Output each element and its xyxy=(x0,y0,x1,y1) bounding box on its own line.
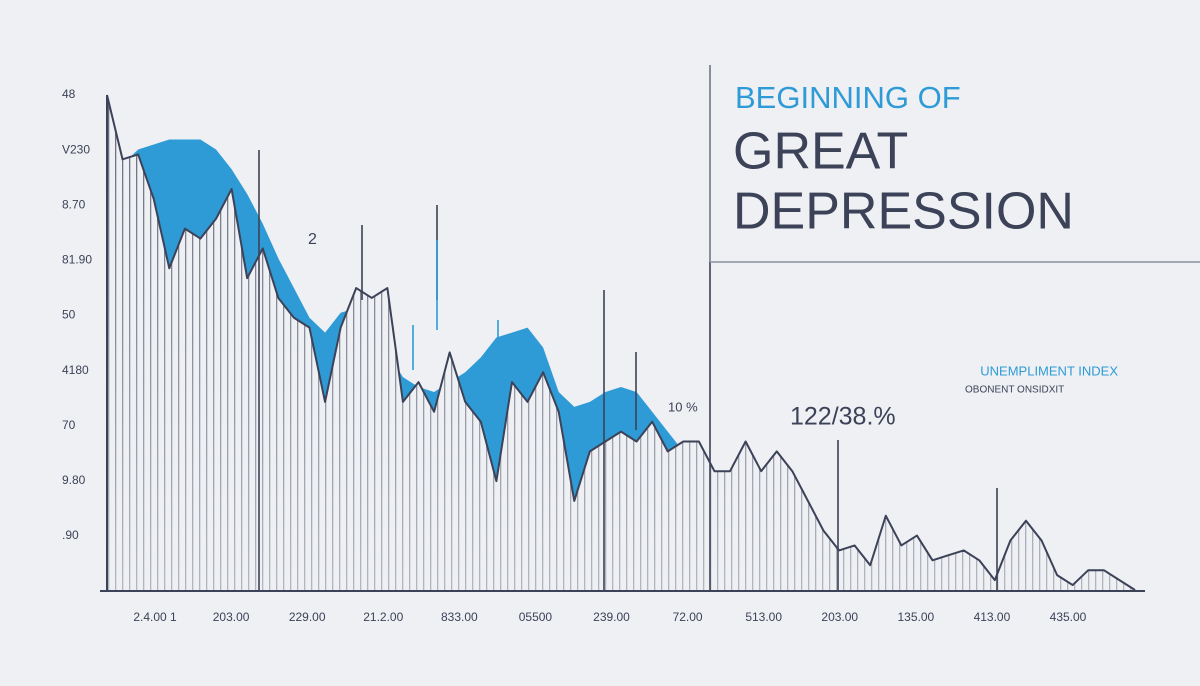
x-tick-label: 2.4.00 1 xyxy=(133,610,177,624)
annotation: OBONENT ONSIDXIT xyxy=(965,385,1064,396)
y-tick-label: 8.70 xyxy=(62,197,86,211)
spikes xyxy=(258,65,998,590)
y-tick-label: 70 xyxy=(62,418,76,432)
x-tick-label: 203.00 xyxy=(213,610,250,624)
line xyxy=(106,94,1136,591)
y-tick-label: 9.80 xyxy=(62,473,86,487)
x-tick-label: 135.00 xyxy=(897,610,934,624)
x-tick-label: 72.00 xyxy=(673,610,703,624)
legend-label: UNEMPLIMENT INDEX xyxy=(980,363,1118,378)
x-tick-label: 21.2.00 xyxy=(363,610,403,624)
x-tick-label: 239.00 xyxy=(593,610,630,624)
y-tick-label: .90 xyxy=(62,528,79,542)
y-tick-label: V230 xyxy=(62,142,90,156)
y-tick-label: 4180 xyxy=(62,363,89,377)
y-tick-label: 81.90 xyxy=(62,253,92,267)
x-tick-label: 229.00 xyxy=(289,610,326,624)
title-line: BEGINNING OF xyxy=(735,80,961,115)
x-tick-label: 203.00 xyxy=(821,610,858,624)
x-tick-label: 435.00 xyxy=(1050,610,1087,624)
line-area xyxy=(107,95,1135,590)
x-tick-label: 513.00 xyxy=(745,610,782,624)
x-tick-label: 413.00 xyxy=(974,610,1011,624)
y-tick-label: 50 xyxy=(62,308,76,322)
plot xyxy=(106,94,1136,591)
x-tick-label: 05500 xyxy=(519,610,553,624)
title-line: GREAT xyxy=(733,123,908,181)
title-line: DEPRESSION xyxy=(733,183,1074,241)
annotation: 2 xyxy=(308,231,317,248)
y-tick-label: 48 xyxy=(62,87,76,101)
x-tick-label: 833.00 xyxy=(441,610,478,624)
annotation: 10 % xyxy=(668,399,698,414)
annotation: 122/38.% xyxy=(790,403,896,431)
